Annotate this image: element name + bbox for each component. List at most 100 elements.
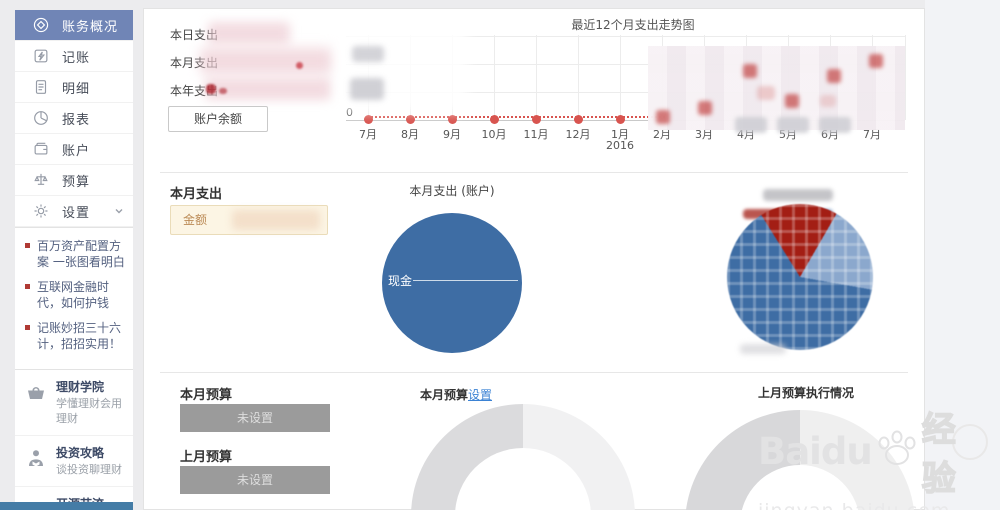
this-month-budget-title: 本月预算 (180, 388, 233, 403)
x-tick: 12月 (565, 128, 591, 141)
article-link[interactable]: 记账妙招三十六计，招招实用！ (25, 320, 125, 352)
topic-title: 理财学院 (56, 380, 105, 394)
bullet-icon (25, 284, 30, 289)
account-balance-button[interactable]: 账户余额 (168, 106, 268, 132)
x-tick: 11月 (523, 128, 549, 141)
chart-blur-patch (757, 86, 775, 100)
x-tick: 1月 (611, 128, 629, 141)
gridline (494, 35, 495, 120)
sidebar-item-overview[interactable]: 账务概况 (15, 10, 133, 41)
sidebar-item-accounts[interactable]: 账户 (15, 134, 133, 165)
sidebar-item-reports[interactable]: 报表 (15, 103, 133, 134)
person-reading-icon (25, 448, 47, 470)
amount-label: 金额 (183, 213, 208, 227)
watermark-brand-cn: 经验 (921, 409, 956, 499)
data-point (616, 115, 625, 124)
article-list: 百万资产配置方案 一张图看明白 互联网金融时代，如何护钱 记账妙招三十六计，招招… (15, 227, 133, 369)
sidebar: 账务概况 记账 明细 报表 账户 预算 设置 (15, 10, 133, 510)
topic-finance-school[interactable]: 理财学院 学懂理财会用理财 (15, 370, 133, 436)
article-link[interactable]: 互联网金融时代，如何护钱 (25, 279, 125, 311)
pen-icon (32, 47, 50, 65)
x-tick: 8月 (401, 128, 419, 141)
sidebar-item-label: 预算 (62, 174, 91, 190)
gear-icon (32, 202, 50, 220)
blur-fleck (219, 88, 227, 94)
month-expense-title: 本月支出 (170, 187, 223, 202)
gridline (536, 35, 537, 120)
chart-blur-patch (352, 46, 384, 62)
article-link[interactable]: 百万资产配置方案 一张图看明白 (25, 238, 125, 270)
gridline (346, 64, 905, 65)
topic-text: 投资攻略 谈投资聊理财 (56, 445, 122, 477)
section-divider (160, 372, 908, 373)
sidebar-item-label: 明细 (62, 81, 91, 97)
x-axis-line (346, 120, 905, 121)
sidebar-bottom-bar (0, 502, 133, 510)
today-expense-value-redacted (208, 22, 290, 44)
sidebar-item-label: 记账 (62, 50, 91, 66)
gridline (620, 35, 621, 120)
gridline (905, 35, 906, 120)
topic-investment[interactable]: 投资攻略 谈投资聊理财 (15, 436, 133, 487)
budget-unset-button[interactable]: 未设置 (180, 466, 330, 494)
data-point-redacted (656, 110, 670, 124)
sidebar-item-label: 账户 (62, 143, 91, 159)
x-tick: 3月 (695, 128, 713, 141)
watermark-logo-row: Baidu 经验 (758, 402, 988, 500)
sidebar-item-label: 报表 (62, 112, 91, 128)
data-point (574, 115, 583, 124)
pie-caption-redacted (740, 344, 786, 354)
sidebar-item-bookkeeping[interactable]: 记账 (15, 41, 133, 72)
amount-value-redacted (232, 210, 320, 230)
topic-subtitle: 谈投资聊理财 (56, 463, 122, 476)
sidebar-item-budget[interactable]: 预算 (15, 165, 133, 196)
data-point-redacted (869, 54, 883, 68)
article-text: 互联网金融时代，如何护钱 (37, 280, 110, 310)
chevron-down-icon (113, 205, 125, 217)
blur-fleck (296, 62, 303, 69)
account-pie-chart (382, 213, 522, 353)
trend-line-flat (368, 116, 665, 118)
data-point-redacted (698, 101, 712, 115)
data-point-redacted (743, 64, 757, 78)
topic-text: 理财学院 学懂理财会用理财 (56, 379, 129, 426)
blur-fleck (206, 84, 216, 94)
budget-settings-link[interactable]: 设置 (468, 388, 493, 402)
topic-title: 投资攻略 (56, 446, 105, 460)
watermark-fragment (952, 424, 988, 460)
gridline (346, 36, 905, 37)
sidebar-item-settings[interactable]: 设置 (15, 196, 133, 227)
data-point (406, 115, 415, 124)
y-axis-zero: 0 (346, 106, 353, 119)
mid-budget-title: 本月预算 (420, 388, 469, 402)
data-point-redacted (827, 69, 841, 83)
chart-blur-patch (820, 95, 836, 107)
paw-icon (878, 430, 916, 465)
tick-blur-patch (777, 117, 809, 133)
gridline (578, 35, 579, 120)
data-point-redacted (785, 94, 799, 108)
section-divider (160, 172, 908, 173)
topic-list: 理财学院 学懂理财会用理财 投资攻略 谈投资聊理财 开源节流 能消费也能攒的住 (15, 369, 133, 510)
baidu-jingyan-watermark: Baidu 经验 jingyan.baidu.com (758, 402, 988, 510)
gridline (346, 92, 905, 93)
article-text: 百万资产配置方案 一张图看明白 (37, 239, 125, 269)
basket-icon (25, 382, 47, 404)
x-tick: 10月 (481, 128, 507, 141)
document-icon (32, 78, 50, 96)
article-text: 记账妙招三十六计，招招实用！ (37, 321, 122, 351)
budget-unset-button[interactable]: 未设置 (180, 404, 330, 432)
coin-icon (32, 16, 50, 34)
chart-mosaic-redacted (648, 46, 905, 130)
data-point (490, 115, 499, 124)
cash-slice-label: 现金 (388, 274, 413, 288)
today-expense-label: 本日支出 (170, 28, 219, 42)
watermark-url: jingyan.baidu.com (758, 500, 988, 510)
data-point (532, 115, 541, 124)
account-pie-title: 本月支出 (账户) (409, 184, 495, 198)
pie-title-redacted (763, 189, 833, 201)
sidebar-item-details[interactable]: 明细 (15, 72, 133, 103)
x-tick-year: 2016 (606, 139, 634, 152)
scale-icon (32, 171, 50, 189)
year-expense-value-redacted (205, 78, 331, 100)
